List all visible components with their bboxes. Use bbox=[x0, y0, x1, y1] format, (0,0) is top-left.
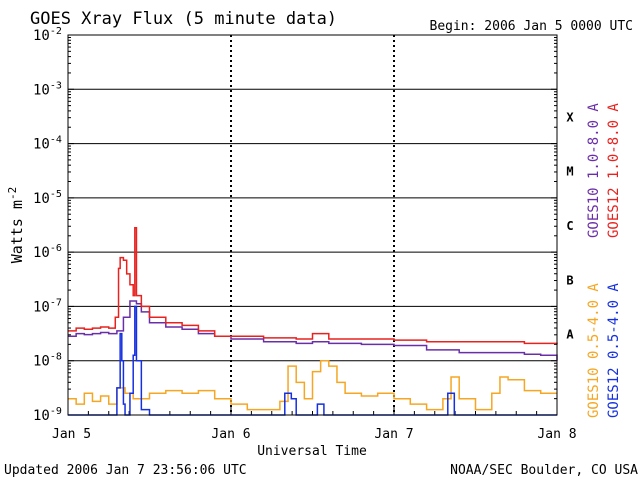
flare-class-label: C bbox=[566, 219, 573, 233]
legend-entry-3: GOES12 0.5-4.0 A bbox=[606, 283, 622, 418]
chart-title: GOES Xray Flux (5 minute data) bbox=[30, 9, 337, 29]
footer-credit: NOAA/SEC Boulder, CO USA bbox=[450, 463, 638, 478]
y-axis-label-main: Watts m bbox=[8, 200, 26, 263]
flare-class-label: M bbox=[566, 165, 573, 179]
series-line-2 bbox=[68, 359, 557, 411]
begin-label: Begin: 2006 Jan 5 0000 UTC bbox=[430, 19, 634, 34]
plot-frame bbox=[67, 34, 558, 416]
flare-class-label: X bbox=[566, 110, 574, 124]
x-tick-label: Jan 8 bbox=[537, 427, 576, 442]
series-lines bbox=[68, 226, 558, 416]
series-line-3 bbox=[68, 305, 557, 416]
flare-class-labels: X M C B A bbox=[566, 110, 574, 341]
y-tick-label: 10-7 bbox=[33, 297, 62, 315]
flare-class-label: A bbox=[566, 328, 574, 342]
x-axis-label: Universal Time bbox=[257, 444, 367, 459]
x-tick-label: Jan 5 bbox=[52, 427, 91, 442]
y-tick-label: 10-4 bbox=[33, 135, 62, 153]
series-line-1 bbox=[68, 226, 558, 345]
legend-entry-2: GOES10 0.5-4.0 A bbox=[586, 283, 602, 418]
flare-class-label: B bbox=[566, 273, 573, 287]
y-tick-label: 10-9 bbox=[33, 406, 62, 424]
y-axis-label-sup: -2 bbox=[6, 187, 19, 200]
x-tick-label: Jan 7 bbox=[374, 427, 413, 442]
x-axis-ticks: Jan 5 Jan 6 Jan 7 Jan 8 bbox=[52, 407, 577, 442]
x-tick-label: Jan 6 bbox=[211, 427, 250, 442]
footer-updated: Updated 2006 Jan 7 23:56:06 UTC bbox=[4, 463, 247, 478]
y-tick-label: 10-8 bbox=[33, 352, 62, 370]
legend: GOES10 1.0-8.0 A GOES12 1.0-8.0 A GOES10 0… bbox=[586, 103, 622, 418]
legend-entry-1: GOES12 1.0-8.0 A bbox=[606, 103, 622, 238]
y-tick-label: 10-5 bbox=[33, 189, 62, 207]
y-tick-label: 10-6 bbox=[33, 243, 62, 261]
y-tick-label: 10-3 bbox=[33, 80, 62, 98]
legend-entry-0: GOES10 1.0-8.0 A bbox=[586, 103, 602, 238]
y-axis-label: Watts m-2 bbox=[6, 187, 26, 263]
y-tick-label: 10-2 bbox=[33, 26, 62, 44]
